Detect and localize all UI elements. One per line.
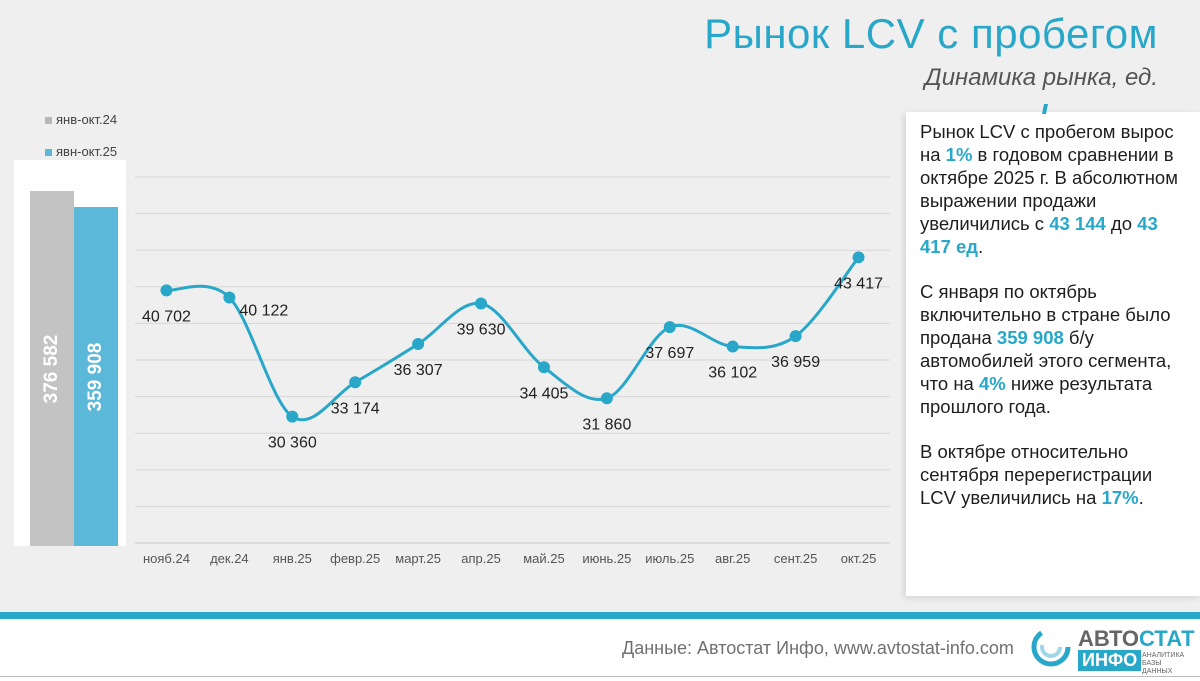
data-point [349,376,362,389]
data-label: 34 405 [519,385,568,402]
data-label: 33 174 [331,400,380,417]
summary-textbox: Рынок LCV с пробегом вырос на 1% в годов… [906,112,1200,596]
x-tick-label: июнь.25 [582,551,631,566]
x-tick-label: июль.25 [645,551,694,566]
summary-text-run: Рынок LCV с пробегом вырос на [920,121,1174,165]
legend-swatch-2024 [45,117,52,124]
data-label: 43 417 [834,275,883,292]
data-point [726,340,739,353]
data-point [663,321,676,334]
x-tick-label: янв.25 [273,551,312,566]
page-subtitle: Динамика рынка, ед. [924,64,1158,91]
data-point [160,284,173,297]
source-note: Данные: Автостат Инфо, www.avtostat-info… [622,638,1014,658]
legend-label-2025: явн-окт.25 [56,144,118,159]
data-label: 39 630 [457,322,506,339]
x-tick-label: февр.25 [330,551,380,566]
data-point [286,410,299,423]
summary-text-run: ниже результата прошлого года. [920,373,1153,417]
data-point [223,291,236,304]
annual-bar-2025: 359 908 [74,207,118,546]
data-label: 31 860 [582,416,631,433]
logo-stat-text: СТАТ [1138,626,1195,651]
data-label: 36 959 [771,354,820,371]
summary-text-run: . [1138,487,1144,508]
data-label: 36 307 [394,362,443,379]
logo-avto-text: АВТО [1078,626,1139,651]
footer-divider [0,676,1200,677]
chart-x-axis: нояб.24 дек.24 янв.25 февр.25 март.25 апр.25 м… [143,551,876,566]
summary-text: Рынок LCV с пробегом вырос на 1% в годов… [920,120,1192,531]
x-tick-label: авг.25 [715,551,750,566]
summary-text-run: В октябре относительно сентября перереги… [920,441,1153,508]
legend-swatch-2025 [45,149,52,156]
footer-band [0,612,1200,619]
page-title: Рынок LCV с пробегом [704,10,1158,57]
chart-data-labels: 40 702 40 122 30 360 33 174 36 307 39 630 34 4… [142,275,883,451]
data-label: 40 122 [239,303,288,320]
summary-paragraph: В октябре относительно сентября перереги… [920,440,1192,509]
x-tick-label: сент.25 [774,551,818,566]
data-label: 30 360 [268,435,317,452]
logo-tagline: АНАЛИТИКА БАЗЫ ДАННЫХ [1142,652,1185,675]
x-tick-label: март.25 [395,551,441,566]
series-line [166,256,860,422]
x-tick-label: дек.24 [210,551,249,566]
highlight-figure: 17% [1101,487,1139,508]
highlight-figure: 1% [945,144,973,165]
summary-paragraph: Рынок LCV с пробегом вырос на 1% в годов… [920,120,1192,258]
highlight-figure: 43 144 [1049,213,1106,234]
data-point [475,297,488,310]
summary-text-run: С января по октябрь включительно в стран… [920,281,1171,348]
annual-totals-card: 376 582 359 908 [14,160,126,546]
brand-logo: АВТОСТАТ ИНФО АНАЛИТИКА БАЗЫ ДАННЫХ [1030,624,1200,676]
x-tick-label: нояб.24 [143,551,190,566]
data-label: 37 697 [645,345,694,362]
annual-bar-2024: 376 582 [30,191,74,546]
line-chart: нояб.24 дек.24 янв.25 февр.25 март.25 апр.25 м… [135,176,890,566]
summary-text-run: б/у автомобилей этого сегмента, что на [920,327,1172,394]
chart-gridlines [135,176,890,544]
summary-text-run: в годовом сравнении в октябре 2025 г. В … [920,144,1178,234]
logo-wordmark: АВТОСТАТ [1078,626,1195,652]
data-label: 36 102 [708,365,757,382]
data-point [412,338,425,351]
highlight-figure: 43 417 ед [920,213,1158,257]
x-tick-label: окт.25 [841,551,877,566]
data-point [537,361,550,374]
data-point [852,251,865,264]
data-point [789,330,802,343]
chart-points [160,251,865,423]
highlight-figure: 359 908 [996,327,1064,348]
x-tick-label: апр.25 [461,551,501,566]
summary-text-run: до [1105,213,1138,234]
data-label: 40 702 [142,308,191,325]
summary-paragraph: С января по октябрь включительно в стран… [920,280,1192,418]
logo-info-text: ИНФО [1078,650,1142,671]
summary-text-run: . [978,236,984,257]
highlight-figure: 4% [978,373,1006,394]
x-tick-label: май.25 [523,551,565,566]
logo-mark-icon [1031,627,1071,667]
data-point [600,392,613,405]
legend-label-2024: янв-окт.24 [56,112,118,127]
accent-mark-icon [1042,104,1048,114]
